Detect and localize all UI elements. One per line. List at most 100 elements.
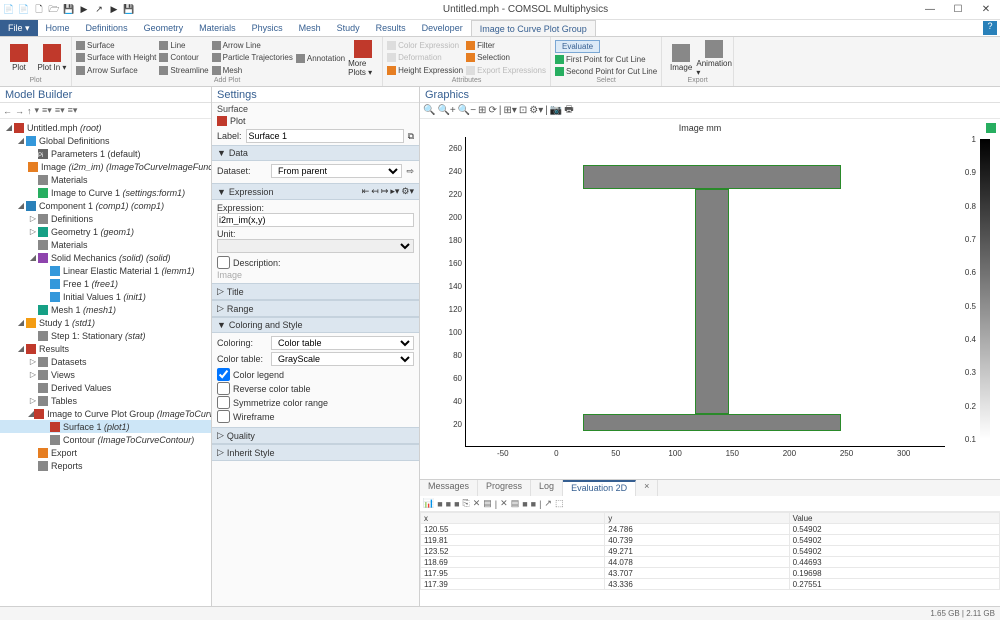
maximize-button[interactable]: ☐ [944, 4, 972, 15]
tree-node[interactable]: Materials [0, 238, 211, 251]
reverse-checkbox[interactable] [217, 382, 230, 395]
gfx-tool[interactable]: ⊞▾ [503, 105, 516, 116]
mb-tool[interactable]: ← [3, 106, 12, 116]
wireframe-checkbox[interactable] [217, 410, 230, 423]
section-inherit[interactable]: ▷ Inherit Style [212, 444, 419, 461]
eval-tool[interactable]: ▤ [511, 498, 520, 509]
colorlegend-checkbox[interactable] [217, 368, 230, 381]
settings-plot-button[interactable]: Plot [212, 115, 419, 127]
gfx-tool[interactable]: ⚙▾ [529, 105, 543, 116]
eval-tool[interactable]: ⬚ [555, 498, 564, 509]
eval-tool[interactable]: | [539, 499, 541, 509]
tree-node[interactable]: Linear Elastic Material 1 (lemm1) [0, 264, 211, 277]
qat-button[interactable]: ↗ [93, 4, 105, 16]
tab-materials[interactable]: Materials [191, 20, 244, 36]
gfx-tool[interactable]: | [499, 105, 502, 116]
tab-physics[interactable]: Physics [244, 20, 291, 36]
tab-definitions[interactable]: Definitions [78, 20, 136, 36]
tree-node[interactable]: Mesh 1 (mesh1) [0, 303, 211, 316]
tab-geometry[interactable]: Geometry [136, 20, 192, 36]
mb-tool[interactable]: → [15, 106, 24, 116]
tree-node[interactable]: ◢Image to Curve Plot Group (ImageToCurve… [0, 407, 211, 420]
table-header[interactable]: x [421, 513, 605, 524]
tree-node[interactable]: ▷Views [0, 368, 211, 381]
tree-node[interactable]: ▷Geometry 1 (geom1) [0, 225, 211, 238]
gfx-tool[interactable]: | [545, 105, 548, 116]
first-point-button[interactable]: First Point for Cut Line [555, 55, 657, 64]
addplot-mesh[interactable]: Mesh [212, 66, 293, 75]
tree-node[interactable]: PiParameters 1 (default) [0, 147, 211, 160]
table-row[interactable]: 120.5524.7860.54902 [421, 524, 1000, 535]
gfx-tool[interactable]: 📷 [550, 105, 562, 116]
evaluate-button[interactable]: Evaluate [555, 40, 600, 53]
expr-tool[interactable]: ↤ [371, 186, 379, 196]
label-link-icon[interactable]: ⧉ [408, 131, 414, 142]
qat-button[interactable]: 🗋 [33, 4, 45, 16]
attr-selection[interactable]: Selection [466, 53, 546, 62]
tab-study[interactable]: Study [329, 20, 368, 36]
bottom-tab-evaluation[interactable]: Evaluation 2D [563, 480, 636, 496]
tree-node[interactable]: ▷Datasets [0, 355, 211, 368]
tree-node[interactable]: Free 1 (free1) [0, 277, 211, 290]
addplot-arrow-line[interactable]: Arrow Line [212, 41, 293, 50]
eval-tool[interactable]: 📊 [423, 498, 434, 509]
eval-tool[interactable]: ▤ [483, 498, 492, 509]
table-row[interactable]: 117.9543.7070.19698 [421, 568, 1000, 579]
section-quality[interactable]: ▷ Quality [212, 427, 419, 444]
qat-button[interactable]: ▶ [78, 4, 90, 16]
gfx-tool[interactable]: 🖶 [564, 102, 573, 119]
tree-node[interactable]: ◢Results [0, 342, 211, 355]
file-menu[interactable]: File ▾ [0, 20, 38, 36]
qat-button[interactable]: 🗁 [48, 4, 60, 16]
qat-button[interactable]: 💾 [63, 4, 75, 16]
qat-button[interactable]: 📄 [18, 4, 30, 16]
colortable-select[interactable]: GrayScale [271, 352, 414, 366]
eval-tool[interactable]: ⎘ [463, 498, 470, 509]
mb-tool[interactable]: ≡▾ [68, 105, 78, 116]
addplot-streamline[interactable]: Streamline [159, 66, 208, 75]
table-header[interactable]: Value [789, 513, 999, 524]
addplot-line[interactable]: Line [159, 41, 208, 50]
help-button[interactable]: ? [983, 21, 997, 35]
bottom-tab-log[interactable]: Log [531, 480, 563, 496]
bottom-tab-progress[interactable]: Progress [478, 480, 531, 496]
qat-button[interactable]: 📄 [3, 4, 15, 16]
tree-node[interactable]: ▷Tables [0, 394, 211, 407]
tree-node[interactable]: ◢Untitled.mph (root) [0, 121, 211, 134]
close-button[interactable]: ✕ [972, 4, 1000, 15]
expr-tool[interactable]: ↦ [381, 186, 389, 196]
mb-tool[interactable]: ▾ [35, 105, 40, 116]
eval-tool[interactable]: ■ [446, 499, 451, 509]
tree-node[interactable]: Image to Curve 1 (settings:form1) [0, 186, 211, 199]
eval-tool[interactable]: ✕ [473, 498, 481, 509]
bottom-tab-messages[interactable]: Messages [420, 480, 478, 496]
mb-tool[interactable]: ≡▾ [55, 105, 65, 116]
section-title[interactable]: ▷ Title [212, 283, 419, 300]
addplot-arrow-surface[interactable]: Arrow Surface [76, 66, 156, 75]
addplot-annotation[interactable]: Annotation [296, 54, 345, 63]
tab-image-to-curve[interactable]: Image to Curve Plot Group [471, 20, 596, 36]
eval-tool[interactable]: ■ [522, 499, 527, 509]
section-data[interactable]: ▼ Data [212, 145, 419, 161]
tree-node[interactable]: Step 1: Stationary (stat) [0, 329, 211, 342]
tree-node[interactable]: Initial Values 1 (init1) [0, 290, 211, 303]
gfx-tool[interactable]: ⊡ [519, 105, 527, 116]
coloring-select[interactable]: Color table [271, 336, 414, 350]
tree-node[interactable]: Export [0, 446, 211, 459]
gfx-tool[interactable]: 🔍+ [437, 105, 455, 116]
table-row[interactable]: 119.8140.7390.54902 [421, 535, 1000, 546]
dataset-goto-icon[interactable]: ⇨ [406, 166, 414, 177]
gfx-tool[interactable]: ⊞ [478, 105, 486, 116]
mb-tool[interactable]: ↑ [27, 106, 32, 116]
tree-node[interactable]: ▷Definitions [0, 212, 211, 225]
description-checkbox[interactable] [217, 256, 230, 269]
qat-button[interactable]: ▶ [108, 4, 120, 16]
unit-select[interactable] [217, 239, 414, 253]
section-range[interactable]: ▷ Range [212, 300, 419, 317]
tab-mesh[interactable]: Mesh [291, 20, 329, 36]
plot-in-button[interactable]: Plot In ▾ [37, 39, 67, 77]
tree-node[interactable]: Surface 1 (plot1) [0, 420, 211, 433]
eval-tool[interactable]: ■ [454, 499, 459, 509]
tree-node[interactable]: Derived Values [0, 381, 211, 394]
eval-tool[interactable]: | [495, 499, 497, 509]
